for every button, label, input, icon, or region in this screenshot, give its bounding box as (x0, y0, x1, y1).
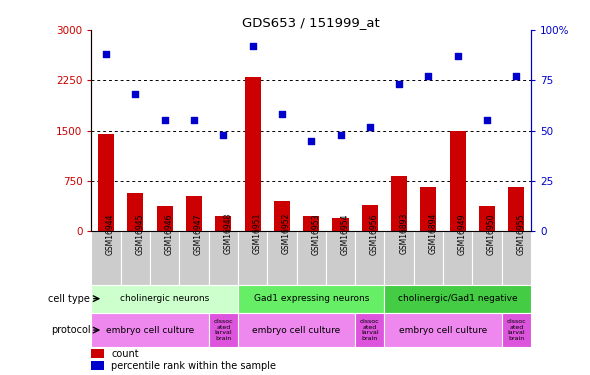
Bar (179, 231, 209, 285)
Text: GSM16951: GSM16951 (253, 213, 261, 255)
Text: Gad1 expressing neurons: Gad1 expressing neurons (254, 294, 369, 303)
Bar (473, 231, 502, 285)
Text: GSM16950: GSM16950 (487, 213, 496, 255)
Bar (150, 231, 179, 285)
Bar (127, 192, 143, 231)
Bar (121, 231, 150, 285)
Bar (385, 231, 414, 285)
Bar (209, 313, 238, 347)
Bar (385, 313, 502, 347)
Bar (91, 349, 104, 358)
Text: GSM16948: GSM16948 (223, 213, 232, 255)
Text: GSM16944: GSM16944 (106, 213, 115, 255)
Text: embryo cell culture: embryo cell culture (253, 326, 340, 334)
Point (218, 132, 228, 138)
Point (512, 73, 521, 79)
Bar (479, 206, 495, 231)
Text: dissoc
ated
larval
brain: dissoc ated larval brain (360, 319, 379, 341)
Text: embryo cell culture: embryo cell culture (106, 326, 194, 334)
Bar (450, 130, 466, 231)
Text: GSM16954: GSM16954 (340, 213, 349, 255)
Bar (91, 361, 104, 370)
Bar (326, 231, 355, 285)
Text: embryo cell culture: embryo cell culture (399, 326, 487, 334)
Text: GSM16953: GSM16953 (312, 213, 320, 255)
Point (160, 117, 169, 123)
Text: GSM16894: GSM16894 (428, 213, 437, 255)
Bar (267, 231, 297, 285)
Bar (91, 231, 121, 285)
Point (424, 73, 433, 79)
Text: percentile rank within the sample: percentile rank within the sample (112, 360, 276, 370)
Point (336, 132, 345, 138)
Bar (385, 285, 531, 313)
Bar (355, 313, 385, 347)
Point (101, 51, 111, 57)
Text: dissoc
ated
larval
brain: dissoc ated larval brain (507, 319, 526, 341)
Bar (245, 77, 261, 231)
Bar (238, 231, 267, 285)
Bar (421, 187, 437, 231)
Bar (91, 313, 209, 347)
Title: GDS653 / 151999_at: GDS653 / 151999_at (242, 16, 380, 29)
Bar (414, 231, 443, 285)
Bar (209, 231, 238, 285)
Text: GSM16945: GSM16945 (135, 213, 145, 255)
Bar (333, 218, 349, 231)
Text: GSM16955: GSM16955 (516, 213, 525, 255)
Point (365, 123, 375, 129)
Point (277, 111, 287, 117)
Text: cholinergic/Gad1 negative: cholinergic/Gad1 negative (398, 294, 517, 303)
Text: GSM16893: GSM16893 (399, 213, 408, 255)
Text: cell type: cell type (48, 294, 90, 304)
Text: GSM16956: GSM16956 (370, 213, 379, 255)
Bar (303, 216, 319, 231)
Bar (509, 187, 525, 231)
Point (307, 138, 316, 144)
Text: GSM16952: GSM16952 (282, 213, 291, 255)
Text: GSM16949: GSM16949 (458, 213, 467, 255)
Bar (362, 205, 378, 231)
Bar (443, 231, 473, 285)
Point (483, 117, 492, 123)
Point (248, 43, 257, 49)
Text: protocol: protocol (51, 325, 90, 335)
Bar (238, 313, 355, 347)
Bar (91, 285, 238, 313)
Bar (502, 313, 531, 347)
Text: cholinergic neurons: cholinergic neurons (120, 294, 209, 303)
Text: GSM16946: GSM16946 (165, 213, 173, 255)
Text: count: count (112, 349, 139, 358)
Point (130, 92, 140, 98)
Bar (502, 231, 531, 285)
Bar (297, 231, 326, 285)
Point (395, 81, 404, 87)
Bar (274, 201, 290, 231)
Bar (186, 196, 202, 231)
Bar (157, 206, 173, 231)
Bar (215, 216, 231, 231)
Bar (391, 176, 407, 231)
Point (453, 53, 463, 59)
Text: GSM16947: GSM16947 (194, 213, 203, 255)
Bar (355, 231, 385, 285)
Text: dissoc
ated
larval
brain: dissoc ated larval brain (214, 319, 233, 341)
Bar (238, 285, 385, 313)
Point (189, 117, 199, 123)
Bar (98, 134, 114, 231)
